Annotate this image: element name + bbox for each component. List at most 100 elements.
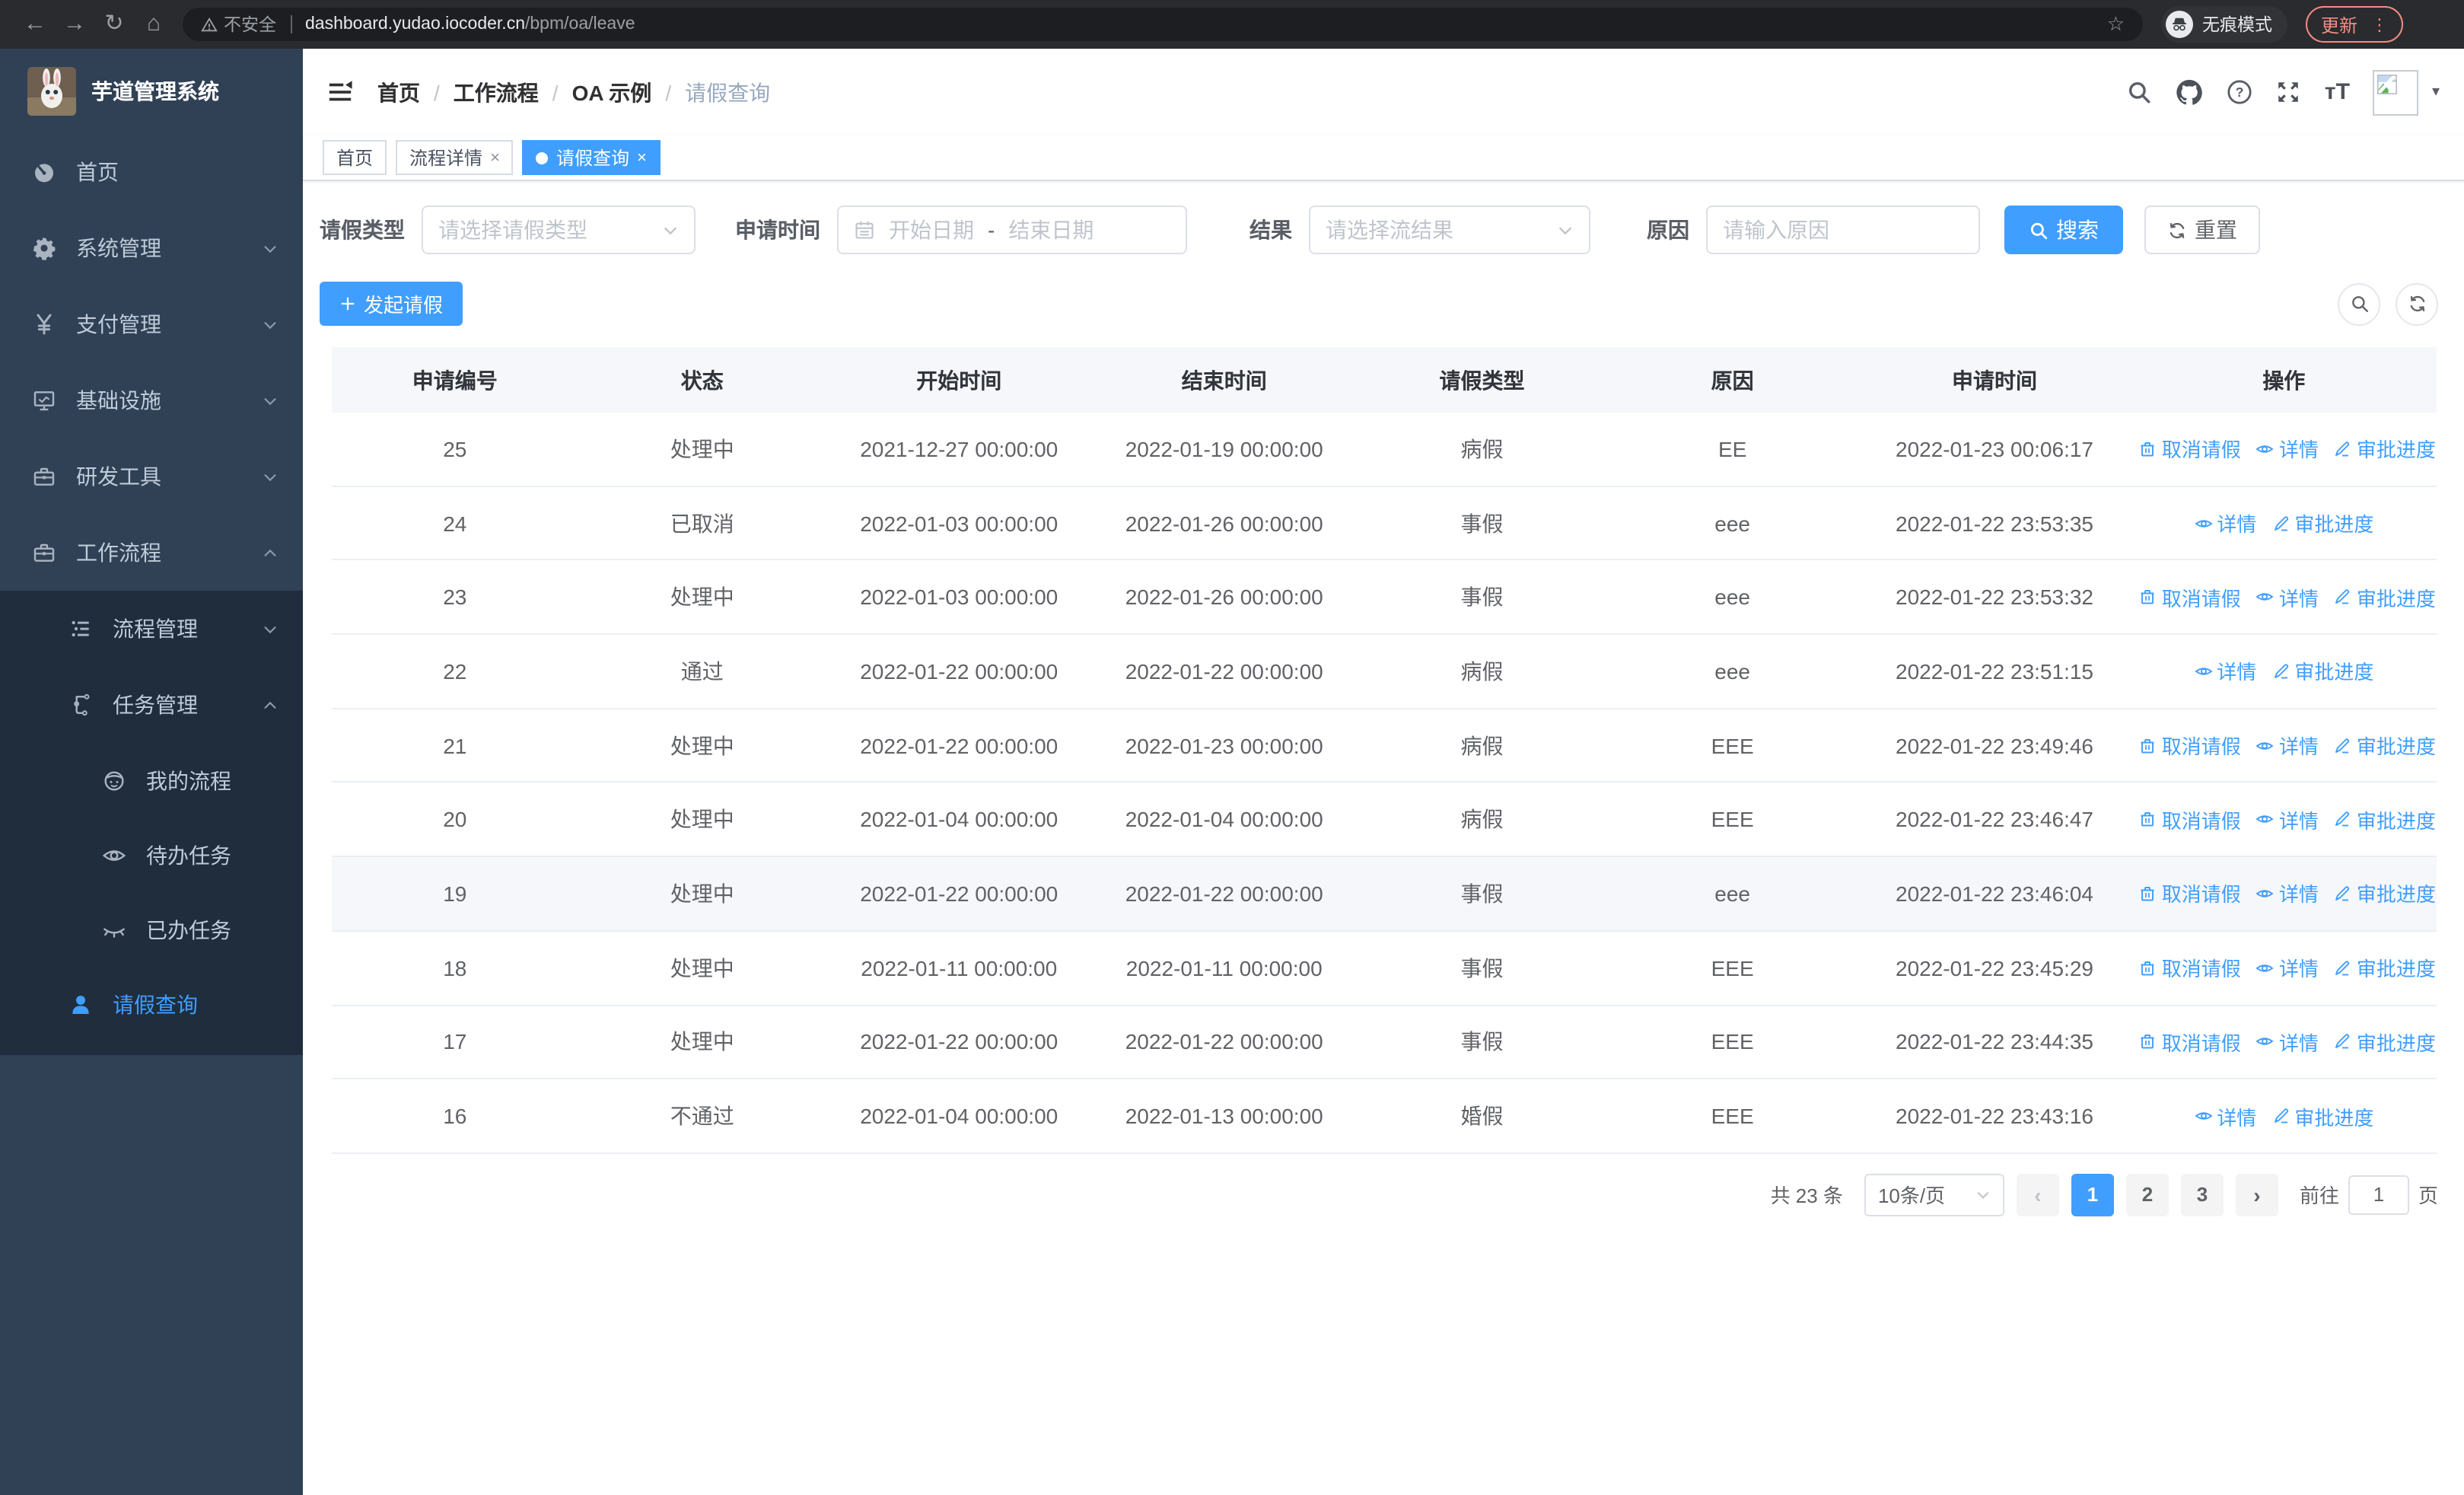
sidebar-item-我的流程[interactable]: 我的流程: [0, 743, 303, 818]
breadcrumb-item[interactable]: OA 示例: [571, 80, 652, 104]
breadcrumb-item[interactable]: 首页: [377, 80, 420, 104]
fullscreen-icon[interactable]: [2276, 79, 2302, 105]
cancel-action-link[interactable]: 取消请假: [2139, 805, 2241, 834]
edit-icon: [2335, 441, 2351, 457]
sidebar-item-支付管理[interactable]: 支付管理: [0, 286, 303, 362]
sidebar-item-基础设施[interactable]: 基础设施: [0, 362, 303, 438]
sidebar-item-待办任务[interactable]: 待办任务: [0, 818, 303, 892]
close-icon[interactable]: ×: [636, 148, 647, 167]
view-icon: [2256, 593, 2275, 601]
detail-action-link[interactable]: 详情: [2256, 953, 2319, 982]
tab-首页[interactable]: 首页: [323, 140, 387, 175]
cancel-action-label: 取消请假: [2161, 587, 2241, 610]
apply-time-label: 申请时间: [735, 218, 820, 242]
progress-action-link[interactable]: 审批进度: [2271, 1101, 2373, 1130]
prev-page-icon[interactable]: ‹: [2016, 1173, 2059, 1216]
breadcrumb-item[interactable]: 工作流程: [453, 80, 539, 104]
cancel-action-link[interactable]: 取消请假: [2139, 879, 2241, 908]
search-icon[interactable]: [2127, 79, 2153, 105]
cancel-action-link[interactable]: 取消请假: [2139, 582, 2241, 611]
reason-input[interactable]: 请输入原因: [1706, 206, 1980, 254]
goto-suffix: 页: [2418, 1184, 2438, 1208]
url-domain: dashboard.yudao.iocoder.cn: [305, 15, 525, 33]
cell-start: 2022-01-22 00:00:00: [860, 733, 1059, 758]
bookmark-star-icon[interactable]: ☆: [2106, 12, 2125, 35]
sidebar-item-已办任务[interactable]: 已办任务: [0, 892, 303, 967]
detail-action-link[interactable]: 详情: [2256, 805, 2319, 834]
end-date-placeholder: 结束日期: [1008, 218, 1094, 242]
page-button-3[interactable]: 3: [2180, 1173, 2224, 1216]
detail-action-link[interactable]: 详情: [2256, 879, 2319, 908]
next-page-icon[interactable]: ›: [2235, 1173, 2278, 1216]
reset-button[interactable]: 重置: [2144, 206, 2260, 254]
detail-action-link[interactable]: 详情: [2256, 731, 2319, 760]
avatar-dropdown-icon[interactable]: ▾: [2431, 84, 2440, 100]
workflow-submenu: 流程管理 任务管理 我的流程 待办任务 已办任务 请假查询: [0, 591, 303, 1055]
page-button-1[interactable]: 1: [2071, 1173, 2114, 1216]
page-button-2[interactable]: 2: [2125, 1173, 2169, 1216]
not-secure-warning[interactable]: 不安全: [201, 12, 276, 37]
sidebar-item-系统管理[interactable]: 系统管理: [0, 210, 303, 286]
page-size-select[interactable]: 10条/页: [1864, 1173, 2004, 1216]
detail-action-link[interactable]: 详情: [2194, 657, 2256, 686]
table-search-toggle-icon[interactable]: [2338, 282, 2380, 325]
progress-action-link[interactable]: 审批进度: [2334, 805, 2436, 834]
help-icon[interactable]: ?: [2227, 79, 2253, 105]
font-size-icon[interactable]: тT: [2324, 79, 2350, 105]
progress-action-link[interactable]: 审批进度: [2334, 1028, 2436, 1057]
cancel-action-link[interactable]: 取消请假: [2139, 435, 2241, 464]
detail-action-link[interactable]: 详情: [2256, 435, 2319, 464]
detail-action-link[interactable]: 详情: [2256, 582, 2319, 611]
cancel-action-link[interactable]: 取消请假: [2139, 731, 2241, 760]
goto-page-input[interactable]: [2348, 1175, 2409, 1215]
sidebar-item-流程管理[interactable]: 流程管理: [0, 591, 303, 667]
home-icon[interactable]: ⌂: [146, 11, 161, 37]
sidebar-item-首页[interactable]: 首页: [0, 134, 303, 210]
sidebar-item-工作流程[interactable]: 工作流程: [0, 515, 303, 591]
detail-action-link[interactable]: 详情: [2256, 1028, 2319, 1057]
sidebar-item-任务管理[interactable]: 任务管理: [0, 667, 303, 743]
progress-action-link[interactable]: 审批进度: [2271, 508, 2373, 537]
table-row: 23 处理中 2022-01-03 00:00:00 2022-01-26 00:00…: [332, 561, 2437, 636]
detail-action-link[interactable]: 详情: [2194, 508, 2256, 537]
cell-status: 已取消: [670, 511, 734, 536]
tab-流程详情[interactable]: 流程详情 ×: [396, 140, 514, 175]
breadcrumb-separator: /: [552, 80, 559, 104]
cell-reason: EEE: [1711, 1104, 1754, 1129]
sidebar-item-研发工具[interactable]: 研发工具: [0, 438, 303, 515]
collapse-sidebar-icon[interactable]: [327, 79, 353, 105]
browser-update-button[interactable]: 更新 ⋮: [2306, 6, 2404, 43]
cell-start: 2022-01-22 00:00:00: [860, 1029, 1059, 1054]
view-icon: [2194, 668, 2212, 675]
sidebar-item-请假查询[interactable]: 请假查询: [0, 967, 303, 1043]
cancel-action-link[interactable]: 取消请假: [2139, 953, 2241, 982]
progress-action-link[interactable]: 审批进度: [2334, 731, 2436, 760]
result-select[interactable]: 请选择流结果: [1309, 206, 1590, 254]
view-icon: [2256, 741, 2275, 749]
back-icon[interactable]: ←: [24, 11, 46, 37]
progress-action-link[interactable]: 审批进度: [2334, 953, 2436, 982]
address-bar[interactable]: 不安全 dashboard.yudao.iocoder.cn/bpm/oa/le…: [183, 8, 2143, 41]
progress-action-link[interactable]: 审批进度: [2334, 582, 2436, 611]
create-leave-button[interactable]: 发起请假: [320, 282, 463, 326]
sidebar-menu: 首页 系统管理 支付管理 基础设施 研发工具 工作流程 流程管理 任务管理 我的流程 待办任务 已办…: [0, 134, 303, 1055]
cancel-action-link[interactable]: 取消请假: [2139, 1028, 2241, 1057]
close-icon[interactable]: ×: [490, 148, 500, 167]
progress-action-link[interactable]: 审批进度: [2334, 435, 2436, 464]
tab-请假查询[interactable]: 请假查询 ×: [522, 140, 661, 175]
apply-time-range-picker[interactable]: 开始日期 - 结束日期: [837, 206, 1187, 254]
progress-action-link[interactable]: 审批进度: [2271, 657, 2373, 686]
leave-type-select[interactable]: 请选择请假类型: [422, 206, 696, 254]
reload-icon[interactable]: ↻: [104, 11, 124, 37]
progress-action-link[interactable]: 审批进度: [2334, 879, 2436, 908]
browser-menu-icon[interactable]: ⋮: [2371, 16, 2389, 34]
github-icon[interactable]: [2176, 78, 2205, 107]
table-refresh-icon[interactable]: [2396, 282, 2438, 325]
avatar[interactable]: [2372, 69, 2418, 115]
forward-icon[interactable]: →: [63, 11, 86, 37]
cell-id: 25: [443, 436, 467, 461]
chevron-up-icon: [262, 696, 279, 713]
detail-action-link[interactable]: 详情: [2194, 1101, 2256, 1130]
detail-action-label: 详情: [2278, 735, 2319, 759]
search-button[interactable]: 搜索: [2004, 206, 2123, 254]
